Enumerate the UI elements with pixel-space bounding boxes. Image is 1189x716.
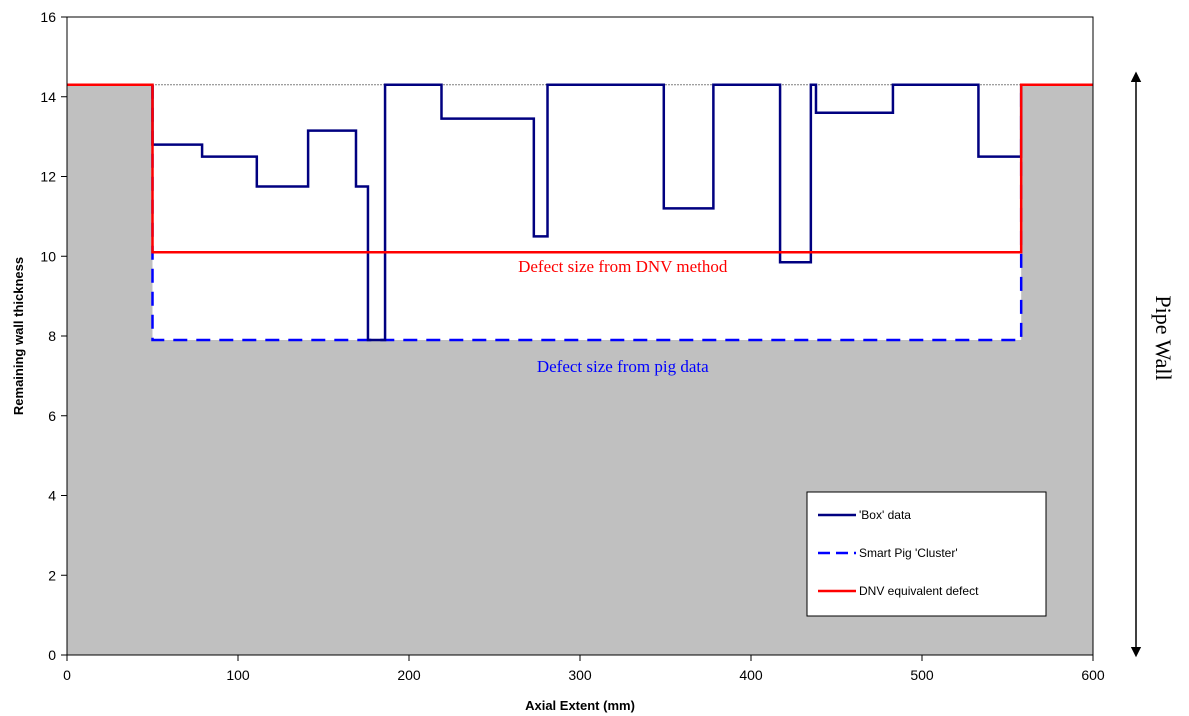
x-tick-label: 500 [910, 667, 934, 683]
y-tick-label: 8 [48, 328, 56, 344]
series-line [151, 83, 1023, 342]
y-axis-title: Remaining wall thickness [11, 257, 26, 415]
legend-label: Smart Pig 'Cluster' [859, 546, 958, 560]
pipe-wall-indicator: Pipe Wall [1130, 71, 1176, 658]
series-line [67, 83, 1093, 254]
x-tick-label: 200 [397, 667, 421, 683]
pipe-wall-label: Pipe Wall [1151, 295, 1176, 380]
y-tick-label: 12 [40, 169, 56, 185]
x-tick-label: 600 [1081, 667, 1105, 683]
x-tick-label: 0 [63, 667, 71, 683]
defect-region [152, 252, 1022, 340]
annotations: Defect size from DNV method Defect size f… [518, 257, 728, 376]
y-tick-label: 16 [40, 9, 56, 25]
x-tick-label: 100 [226, 667, 250, 683]
y-tick-label: 2 [48, 567, 56, 583]
y-tick-label: 10 [40, 248, 56, 264]
legend-label: DNV equivalent defect [859, 584, 979, 598]
y-tick-label: 4 [48, 488, 56, 504]
annotation-text: Defect size from pig data [537, 357, 709, 376]
x-tick-label: 300 [568, 667, 592, 683]
legend: 'Box' data Smart Pig 'Cluster' DNV equival… [806, 491, 1047, 617]
x-axis-title: Axial Extent (mm) [525, 698, 635, 713]
legend-label: 'Box' data [859, 508, 911, 522]
axis-ticks: 0 100 200 300 400 500 600 0 2 4 6 8 10 12 14 16 [40, 9, 1104, 683]
annotation-text: Defect size from DNV method [518, 257, 728, 276]
y-tick-label: 0 [48, 647, 56, 663]
y-tick-label: 14 [40, 89, 56, 105]
y-tick-label: 6 [48, 408, 56, 424]
x-tick-label: 400 [739, 667, 763, 683]
